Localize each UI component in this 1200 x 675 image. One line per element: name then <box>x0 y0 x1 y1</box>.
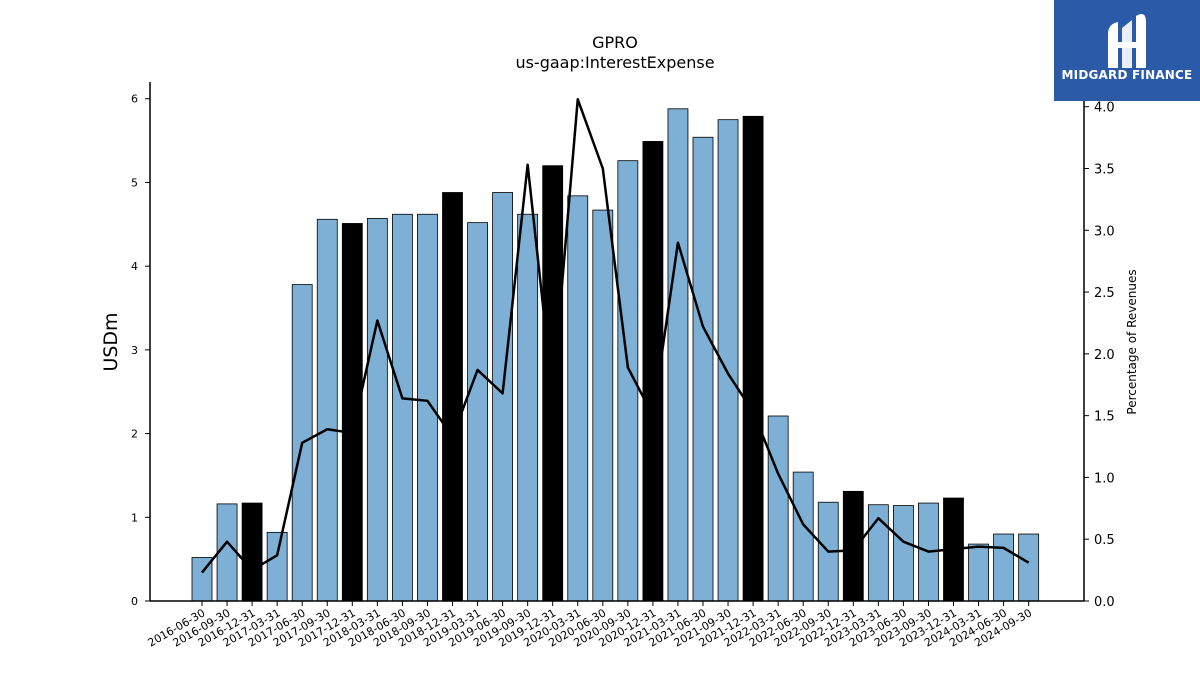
y2-tick-label: 0.5 <box>1094 533 1115 548</box>
brand-name: MIDGARD FINANCE <box>1061 68 1193 82</box>
y-tick-label: 5 <box>131 176 138 189</box>
y2-axis-label: Percentage of Revenues <box>1125 269 1139 414</box>
y-tick-label: 3 <box>131 344 138 357</box>
bar-2017-09-30 <box>316 218 338 602</box>
y2-tick-label: 1.0 <box>1094 471 1115 486</box>
bar-2016-12-31 <box>241 502 263 602</box>
bar-2022-06-30 <box>792 471 814 602</box>
y-tick-label: 4 <box>131 260 138 273</box>
bar-2018-06-30 <box>391 213 413 602</box>
bar-2023-06-30 <box>893 505 914 602</box>
bar-2022-03-31 <box>767 415 789 602</box>
bar-2019-03-31 <box>467 222 488 602</box>
y2-tick-label: 0.0 <box>1094 595 1115 610</box>
y2-tick-label: 2.0 <box>1094 348 1115 363</box>
bar-2018-12-31 <box>442 192 463 602</box>
y-tick-label: 1 <box>131 511 138 524</box>
bar-2019-06-30 <box>492 192 514 602</box>
y-tick-label: 0 <box>131 595 138 608</box>
bar-2016-09-30 <box>216 503 238 602</box>
bar-2021-03-31 <box>667 108 689 602</box>
bar-2017-03-31 <box>266 531 288 602</box>
chart-subtitle: us-gaap:InterestExpense <box>515 53 714 72</box>
bar-2024-09-30 <box>1018 533 1040 602</box>
midgard-logo-icon <box>1108 14 1146 68</box>
bar-2020-06-30 <box>592 209 614 602</box>
y2-tick-label: 3.5 <box>1094 163 1115 178</box>
bar-2019-09-30 <box>517 213 539 602</box>
bar-2024-03-31 <box>968 543 989 602</box>
y2-tick-label: 4.0 <box>1094 101 1115 116</box>
y2-tick-label: 1.5 <box>1094 410 1115 425</box>
bar-2018-03-31 <box>366 218 388 602</box>
y2-tick-label: 2.5 <box>1094 286 1115 301</box>
bar-2024-06-30 <box>993 533 1014 602</box>
y-axis-label: USDm <box>100 312 122 371</box>
bar-2021-12-31 <box>742 115 764 602</box>
bar-2021-06-30 <box>692 136 714 602</box>
chart-title: GPRO <box>592 33 638 52</box>
bar-2020-03-31 <box>567 195 589 602</box>
bar-2018-09-30 <box>417 213 438 602</box>
bar-2022-12-31 <box>842 490 864 602</box>
brand-logo: MIDGARD FINANCE <box>1054 0 1200 101</box>
line-series-percentage <box>201 98 1030 574</box>
bar-2017-12-31 <box>341 223 363 602</box>
y-tick-label: 6 <box>131 93 138 106</box>
y2-tick-label: 3.0 <box>1094 224 1115 239</box>
y-tick-label: 2 <box>131 428 138 441</box>
